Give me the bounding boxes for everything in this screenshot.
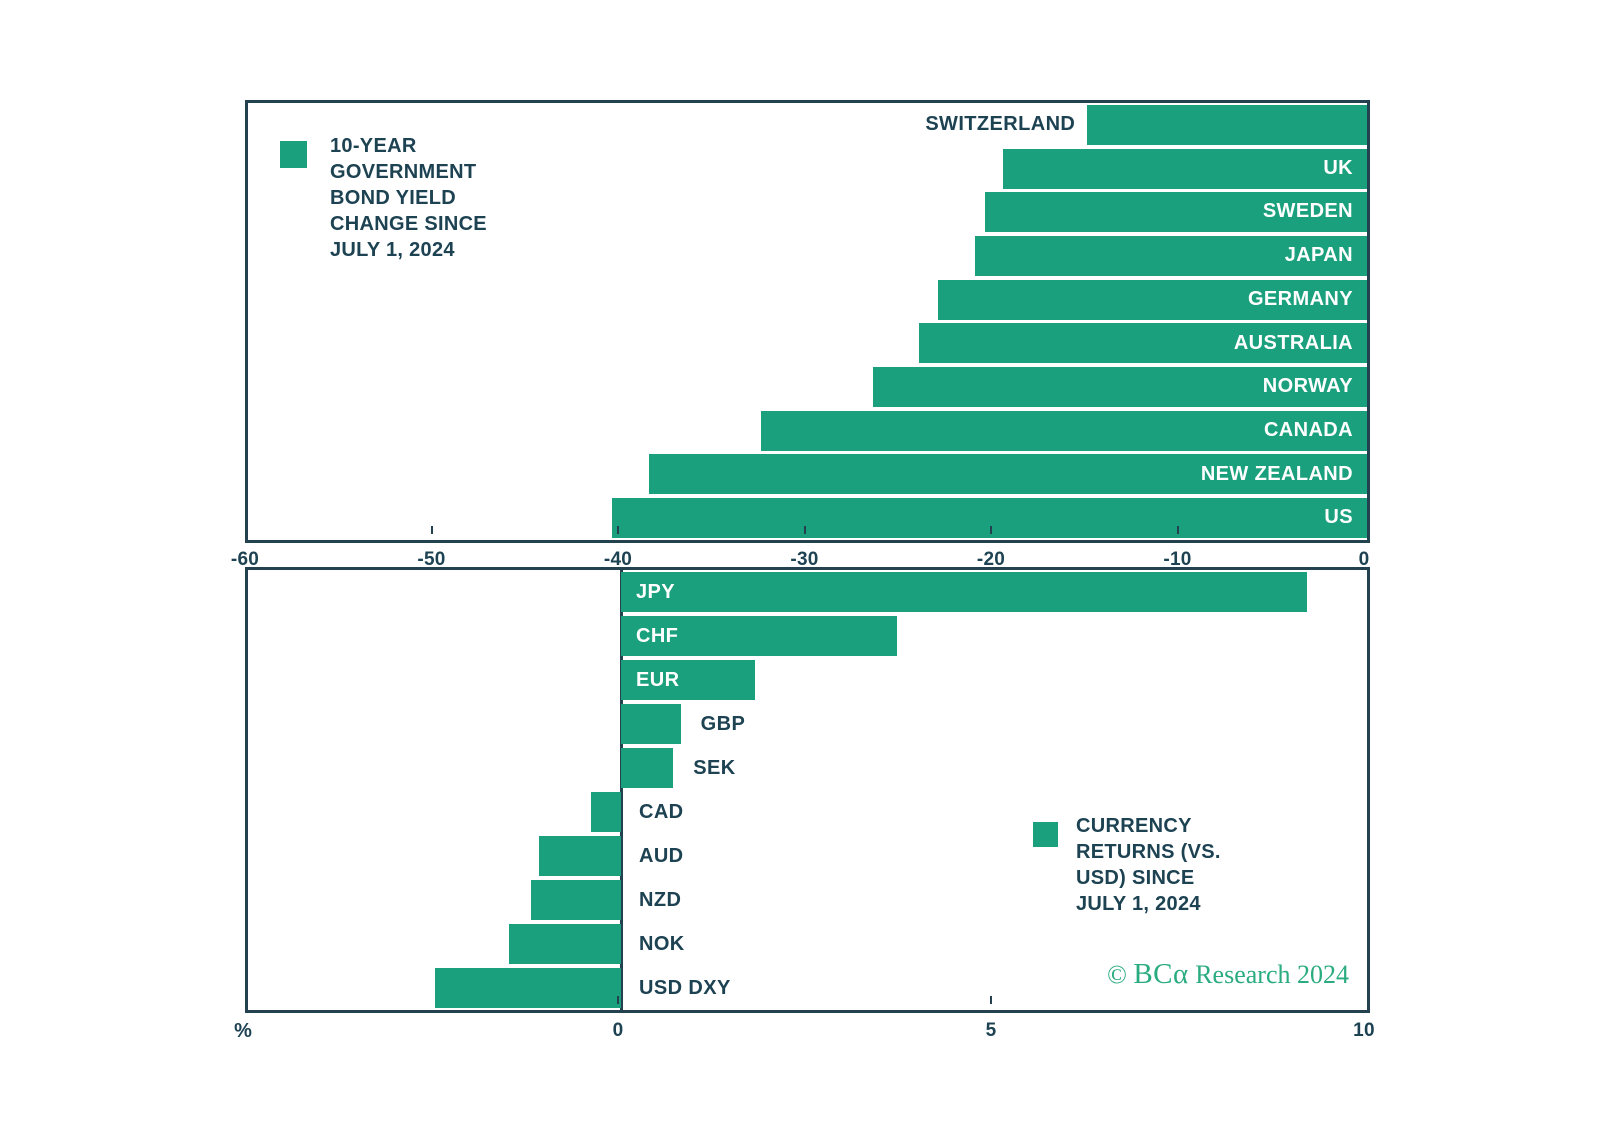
category-label-uk: UK	[1323, 156, 1353, 179]
category-label-japan: JAPAN	[1284, 244, 1353, 267]
bar-aud	[538, 836, 621, 876]
legend-line: GOVERNMENT	[330, 161, 477, 183]
bar-switzerland	[1087, 104, 1367, 145]
bar-eur	[621, 660, 756, 700]
category-label-new-zealand: NEW ZEALAND	[1200, 462, 1353, 485]
legend-swatch-icon	[280, 141, 307, 168]
category-label-gbp: GBP	[700, 713, 746, 735]
bar-japan	[975, 235, 1367, 276]
category-label-norway: NORWAY	[1262, 375, 1353, 398]
x-tick-label: 0	[612, 1020, 624, 1041]
bar-jpy	[621, 572, 1308, 612]
bar-nzd	[531, 880, 621, 920]
category-label-sek: SEK	[693, 757, 736, 779]
category-label-jpy: JPY	[636, 581, 676, 603]
x-tick-mark	[617, 996, 619, 1004]
bar-chf	[621, 616, 898, 656]
zero-baseline	[619, 570, 623, 1010]
category-label-cad: CAD	[639, 801, 684, 823]
x-tick-label: 0	[1358, 549, 1370, 570]
category-label-usd-dxy: USD DXY	[639, 977, 731, 999]
bar-norway	[872, 367, 1367, 408]
x-tick-label: -50	[417, 549, 446, 570]
bond-yield-plot: 10-YEAR GOVERNMENT BOND YIELD CHANGE SIN…	[245, 100, 1370, 543]
x-tick-label: 5	[985, 1020, 997, 1041]
legend-line: JULY 1, 2024	[330, 239, 455, 261]
logo-suffix: Research 2024	[1188, 960, 1349, 989]
legend-line: BOND YIELD	[330, 187, 456, 209]
category-label-sweden: SWEDEN	[1262, 200, 1353, 223]
bar-uk	[1003, 148, 1367, 189]
bar-canada	[760, 410, 1367, 451]
category-label-us: US	[1324, 506, 1353, 529]
bca-research-logo: © BCα Research 2024	[1107, 958, 1349, 991]
axis-unit-label: %	[234, 1020, 252, 1042]
bar-cad	[591, 792, 621, 832]
category-label-eur: EUR	[636, 669, 680, 691]
legend-line: JULY 1, 2024	[1076, 893, 1201, 915]
x-tick-label: -30	[790, 549, 819, 570]
category-label-aud: AUD	[639, 845, 684, 867]
category-label-nok: NOK	[639, 933, 685, 955]
legend-line: CURRENCY	[1076, 815, 1192, 837]
x-tick-mark	[803, 526, 806, 534]
legend-line: USD) SINCE	[1076, 867, 1195, 889]
x-tick-mark	[430, 526, 433, 534]
category-label-germany: GERMANY	[1247, 287, 1353, 310]
x-tick-mark	[1176, 526, 1179, 534]
x-tick-label: -20	[976, 549, 1006, 570]
bar-us	[611, 498, 1367, 539]
x-tick-label: -40	[603, 549, 633, 570]
bar-new-zealand	[648, 454, 1367, 495]
legend-line: 10-YEAR	[330, 135, 417, 157]
bar-usd-dxy	[434, 968, 621, 1008]
x-tick-label: -60	[230, 549, 260, 570]
bar-nok	[509, 924, 621, 964]
bar-sweden	[984, 192, 1367, 233]
category-label-chf: CHF	[636, 625, 679, 647]
x-tick-mark	[990, 996, 992, 1004]
bar-germany	[938, 279, 1367, 320]
bar-australia	[919, 323, 1367, 364]
x-tick-mark	[990, 526, 992, 534]
category-label-australia: AUSTRALIA	[1233, 331, 1353, 354]
x-tick-mark	[617, 526, 619, 534]
copyright-symbol: ©	[1107, 960, 1134, 989]
x-tick-label: -10	[1163, 549, 1192, 570]
currency-plot: CURRENCY RETURNS (VS. USD) SINCE JULY 1,…	[245, 567, 1370, 1013]
bca-brand: BCα	[1133, 958, 1189, 990]
x-tick-label: 10	[1353, 1020, 1375, 1041]
category-label-nzd: NZD	[639, 889, 682, 911]
category-label-switzerland: SWITZERLAND	[925, 113, 1076, 135]
legend-line: CHANGE SINCE	[330, 213, 487, 235]
bar-sek	[621, 748, 674, 788]
category-label-canada: CANADA	[1263, 418, 1353, 441]
legend-line: RETURNS (VS.	[1076, 841, 1221, 863]
bar-gbp	[621, 704, 681, 744]
legend-swatch-icon	[1033, 822, 1058, 847]
